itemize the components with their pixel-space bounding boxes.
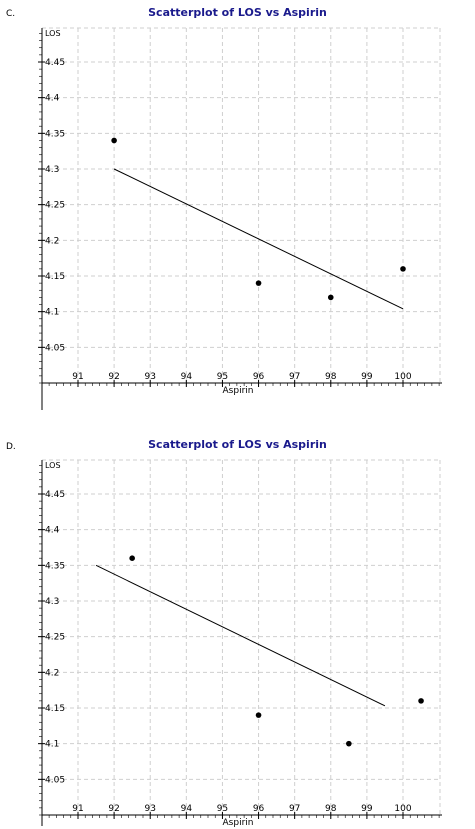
data-point	[346, 740, 352, 747]
x-tick-label: 98	[325, 372, 337, 382]
x-tick-label: 97	[289, 804, 300, 814]
x-axis-label: Aspirin	[223, 818, 254, 828]
x-tick-label: 93	[144, 372, 155, 382]
x-tick-label: 94	[181, 804, 193, 814]
y-tick-label: 4.2	[45, 668, 59, 678]
x-tick-label: 95	[217, 804, 228, 814]
y-tick-label: 4.05	[45, 343, 65, 353]
option-letter-c: C.	[6, 9, 16, 19]
y-tick-label: 4.2	[45, 236, 59, 246]
grid-lines	[42, 27, 441, 383]
x-tick-label: 100	[394, 804, 411, 814]
y-axis-label: LOS	[45, 461, 61, 470]
x-tick-label: 98	[325, 804, 337, 814]
y-tick-label: 4.4	[45, 526, 60, 536]
data-point	[418, 698, 424, 704]
y-tick-label: 4.25	[45, 201, 65, 211]
data-point	[327, 294, 334, 301]
y-tick-label: 4.15	[45, 272, 65, 282]
data-point	[255, 280, 262, 286]
chart-title-c: Scatterplot of LOS vs Aspirin	[148, 6, 327, 19]
y-tick-label: 4.35	[45, 561, 65, 571]
x-tick-label: 95	[217, 372, 228, 382]
x-tick-label: 92	[108, 372, 119, 382]
data-point	[255, 712, 262, 718]
y-tick-label: 4.1	[45, 740, 59, 750]
y-tick-label: 4.35	[45, 129, 65, 139]
x-tick-label: 91	[72, 804, 83, 814]
data-point	[129, 555, 135, 561]
y-axis-label: LOS	[45, 29, 61, 38]
x-tick-label: 100	[394, 372, 411, 382]
y-tick-label: 4.4	[45, 94, 60, 104]
x-tick-label: 91	[72, 372, 83, 382]
x-tick-label: 99	[361, 372, 373, 382]
x-tick-label: 96	[253, 804, 265, 814]
x-tick-label: 99	[361, 804, 373, 814]
x-axis-label: Aspirin	[223, 386, 254, 396]
y-tick-label: 4.3	[45, 165, 59, 175]
regression-line	[113, 168, 404, 310]
option-letter-d: D.	[6, 442, 16, 452]
regression-line	[95, 564, 386, 707]
y-tick-label: 4.05	[45, 775, 65, 785]
x-tick-label: 94	[181, 372, 193, 382]
x-tick-label: 93	[144, 804, 155, 814]
scatterplot-d: 91 92 93 94 95 96 97 98 99 100 4.05 4.1 4.15 4.2 4.25 4…	[38, 459, 442, 828]
x-tick-label: 97	[289, 372, 300, 382]
y-tick-label: 4.45	[45, 58, 65, 68]
x-tick-label: 92	[108, 804, 119, 814]
y-tick-label: 4.25	[45, 633, 65, 643]
scatterplot-c: 91 92 93 94 95 96 97 98 99 100 4.05 4.1 4.15 4.2 4.25 4…	[38, 27, 442, 410]
y-tick-label: 4.1	[45, 308, 59, 318]
data-point	[400, 266, 406, 272]
y-tick-label: 4.45	[45, 490, 65, 500]
grid-lines	[42, 459, 441, 815]
data-point	[111, 137, 117, 144]
y-tick-label: 4.3	[45, 597, 59, 607]
y-tick-label: 4.15	[45, 704, 65, 714]
x-tick-label: 96	[253, 372, 265, 382]
chart-title-d: Scatterplot of LOS vs Aspirin	[148, 438, 327, 451]
